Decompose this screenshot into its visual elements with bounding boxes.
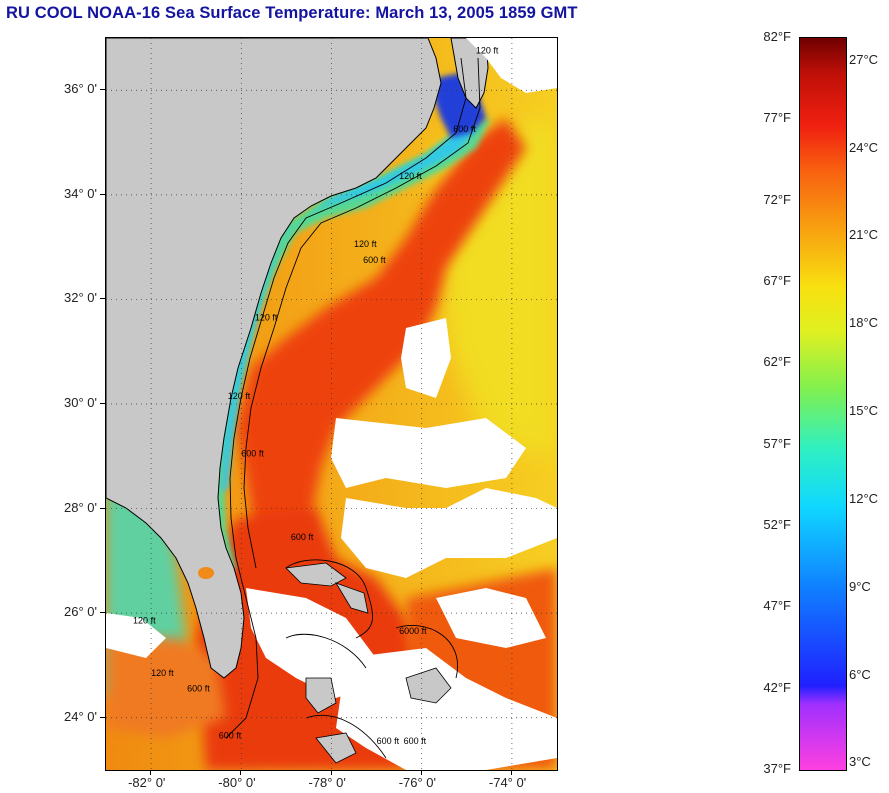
lake-okeechobee	[198, 567, 214, 579]
longitude-tick-mark	[420, 770, 422, 775]
contour-label: 600 ft	[241, 448, 264, 458]
us-land	[106, 38, 442, 679]
colorbar-fahrenheit-label: 42°F	[763, 679, 791, 695]
cloud-cover	[106, 38, 557, 770]
graticule	[106, 38, 557, 770]
contour-label: 600 ft	[187, 684, 210, 694]
contour-label: 120 ft	[228, 391, 251, 401]
colorbar-celsius-label: 12°C	[849, 490, 879, 506]
contour-label: 600 ft	[219, 731, 242, 741]
latitude-tick-label: 24° 0'	[64, 708, 97, 724]
colorbar-celsius-label: 15°C	[849, 403, 879, 419]
contour-label: 600 ft	[377, 736, 400, 746]
latitude-tick-label: 26° 0'	[64, 604, 97, 620]
contour-label: 120 ft	[133, 616, 156, 626]
colorbar-celsius-label: 3°C	[849, 754, 871, 770]
colorbar-fahrenheit-label: 52°F	[763, 517, 791, 532]
colorbar-fahrenheit-label: 37°F	[763, 761, 791, 776]
contour-label: 120 ft	[476, 46, 499, 56]
contour-labels: 120 ft 600 ft 120 ft 120 ft 600 ft 120 ft 120 …	[133, 46, 499, 746]
latitude-tick-label: 28° 0'	[64, 499, 97, 515]
longitude-tick-mark	[510, 770, 512, 775]
contour-label: 600 ft	[291, 532, 314, 542]
colorbar-celsius-label: 24°C	[849, 139, 879, 155]
latitude-tick-mark	[100, 716, 105, 718]
longitude-tick-label: -74° 0'	[488, 775, 527, 790]
page-title: RU COOL NOAA-16 Sea Surface Temperature:…	[6, 4, 578, 22]
bahamas-islands	[285, 562, 452, 764]
longitude-tick-label: -80° 0'	[218, 775, 256, 790]
longitude-tick-label: -76° 0'	[398, 775, 436, 790]
gulf-stream	[236, 118, 526, 558]
latitude-tick-mark	[100, 403, 105, 404]
florida-bay-warm	[106, 638, 226, 738]
contour-label: 120 ft	[255, 312, 278, 322]
sst-map-canvas: 120 ft 600 ft 120 ft 120 ft 600 ft 120 ft 120 …	[106, 38, 557, 770]
sst-map: 120 ft 600 ft 120 ft 120 ft 600 ft 120 ft 120 …	[105, 37, 558, 771]
contour-label: 600 ft	[404, 736, 427, 746]
contour-label: 6000 ft	[399, 626, 427, 636]
colorbar-fahrenheit-label: 47°F	[763, 598, 791, 614]
latitude-tick-mark	[100, 612, 105, 614]
colorbar-fahrenheit-label: 67°F	[763, 273, 791, 288]
colorbar-fahrenheit-label: 57°F	[763, 435, 791, 451]
contour-label: 120 ft	[354, 239, 377, 249]
contour-label: 600 ft	[453, 124, 476, 134]
colorbar-celsius-label: 9°C	[849, 578, 871, 594]
colorbar-fahrenheit-label: 77°F	[763, 110, 791, 126]
latitude-tick-mark	[100, 507, 105, 509]
longitude-tick-label: -78° 0'	[308, 775, 346, 790]
latitude-tick-label: 36° 0'	[64, 81, 97, 97]
temperature-colorbar	[799, 37, 847, 771]
colorbar-celsius-label: 6°C	[849, 666, 871, 682]
colorbar-celsius-label: 27°C	[849, 51, 879, 67]
latitude-tick-mark	[100, 89, 105, 91]
latitude-tick-label: 34° 0'	[64, 185, 97, 201]
latitude-tick-label: 30° 0'	[64, 395, 97, 410]
longitude-tick-label: -82° 0'	[128, 775, 166, 790]
latitude-tick-label: 32° 0'	[64, 290, 97, 306]
contour-label: 600 ft	[363, 255, 386, 265]
colorbar-gradient	[800, 38, 846, 770]
colorbar-celsius-label: 21°C	[849, 227, 879, 243]
longitude-tick-mark	[330, 770, 332, 775]
longitude-tick-mark	[240, 770, 242, 775]
bathymetry-contours	[225, 57, 481, 759]
latitude-tick-mark	[100, 298, 105, 300]
contour-label: 120 ft	[151, 668, 174, 678]
colorbar-fahrenheit-label: 82°F	[763, 29, 791, 44]
longitude-tick-mark	[150, 770, 152, 775]
colorbar-fahrenheit-label: 62°F	[763, 354, 791, 370]
latitude-tick-mark	[100, 193, 105, 195]
colorbar-fahrenheit-label: 72°F	[763, 191, 791, 207]
contour-label: 120 ft	[399, 171, 422, 181]
colorbar-celsius-label: 18°C	[849, 315, 879, 331]
